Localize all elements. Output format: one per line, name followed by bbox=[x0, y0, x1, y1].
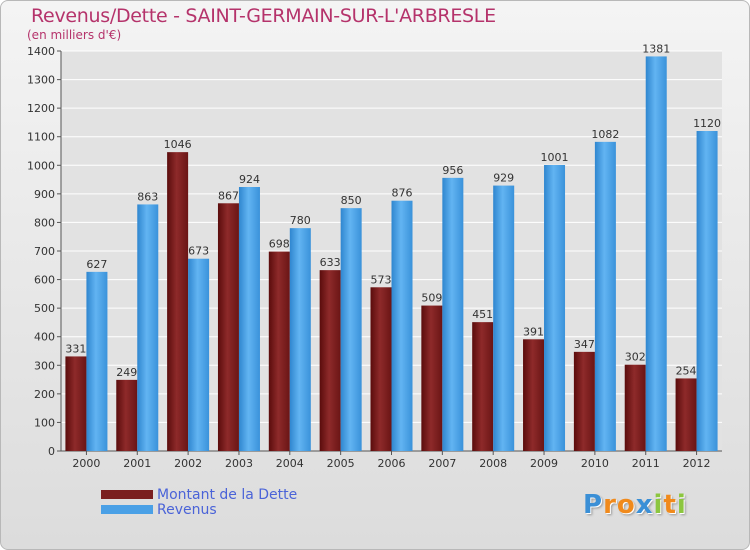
bar-revenus bbox=[696, 131, 718, 451]
bar-revenus bbox=[594, 141, 616, 451]
logo-letter: o bbox=[616, 490, 636, 520]
bar-dette bbox=[370, 287, 392, 451]
y-tick-label: 1200 bbox=[27, 102, 55, 115]
bar-revenus bbox=[340, 208, 362, 451]
data-label-revenus: 673 bbox=[188, 245, 209, 258]
bar-dette bbox=[268, 251, 290, 451]
x-tick-label: 2007 bbox=[428, 457, 456, 470]
data-label-dette: 254 bbox=[676, 364, 697, 377]
legend-item-revenus: Revenus bbox=[101, 501, 297, 518]
legend-swatch-revenus bbox=[101, 505, 153, 514]
bar-revenus bbox=[137, 204, 159, 451]
y-tick-label: 400 bbox=[34, 331, 55, 344]
x-tick-label: 2006 bbox=[378, 457, 406, 470]
bar-revenus bbox=[238, 187, 260, 451]
data-label-dette: 451 bbox=[472, 308, 493, 321]
y-tick-label: 1000 bbox=[27, 159, 55, 172]
data-label-dette: 867 bbox=[218, 189, 239, 202]
bar-dette bbox=[624, 364, 646, 451]
bar-dette bbox=[573, 351, 595, 451]
x-tick-label: 2009 bbox=[530, 457, 558, 470]
y-tick-label: 0 bbox=[48, 445, 55, 458]
x-tick-label: 2003 bbox=[225, 457, 253, 470]
data-label-revenus: 956 bbox=[442, 164, 463, 177]
y-tick-label: 300 bbox=[34, 359, 55, 372]
x-tick-label: 2004 bbox=[276, 457, 304, 470]
x-tick-label: 2005 bbox=[327, 457, 355, 470]
data-label-revenus: 1120 bbox=[693, 117, 721, 130]
y-tick-label: 600 bbox=[34, 274, 55, 287]
bar-dette bbox=[675, 378, 697, 451]
data-label-revenus: 780 bbox=[290, 214, 311, 227]
bar-revenus bbox=[188, 258, 210, 451]
data-label-dette: 331 bbox=[65, 342, 86, 355]
data-label-revenus: 1001 bbox=[541, 151, 569, 164]
data-label-revenus: 850 bbox=[341, 194, 362, 207]
x-tick-label: 2008 bbox=[479, 457, 507, 470]
bar-revenus bbox=[442, 177, 464, 451]
bar-dette bbox=[472, 322, 494, 451]
y-tick-label: 800 bbox=[34, 216, 55, 229]
data-label-revenus: 1381 bbox=[642, 42, 670, 55]
y-tick-label: 700 bbox=[34, 245, 55, 258]
y-tick-label: 1300 bbox=[27, 74, 55, 87]
x-tick-label: 2001 bbox=[123, 457, 151, 470]
data-label-dette: 391 bbox=[523, 325, 544, 338]
data-label-dette: 302 bbox=[625, 351, 646, 364]
bar-dette bbox=[116, 379, 138, 451]
data-label-dette: 1046 bbox=[164, 138, 192, 151]
bar-dette bbox=[217, 203, 239, 451]
y-tick-label: 200 bbox=[34, 388, 55, 401]
bar-dette bbox=[65, 356, 87, 451]
chart-title: Revenus/Dette - SAINT-GERMAIN-SUR-L'ARBR… bbox=[31, 5, 496, 27]
y-tick-label: 1400 bbox=[27, 45, 55, 58]
x-tick-label: 2002 bbox=[174, 457, 202, 470]
x-tick-label: 2012 bbox=[683, 457, 711, 470]
bar-dette bbox=[167, 152, 189, 451]
logo-letter: x bbox=[635, 490, 654, 520]
data-label-dette: 509 bbox=[421, 292, 442, 305]
data-label-dette: 573 bbox=[371, 273, 392, 286]
x-tick-label: 2011 bbox=[632, 457, 660, 470]
bar-dette bbox=[421, 305, 443, 451]
y-tick-label: 900 bbox=[34, 188, 55, 201]
y-tick-label: 1100 bbox=[27, 131, 55, 144]
logo-letter: i bbox=[676, 490, 687, 520]
x-tick-label: 2010 bbox=[581, 457, 609, 470]
legend: Montant de la Dette Revenus bbox=[101, 486, 298, 518]
logo-letter: t bbox=[663, 490, 677, 520]
legend-label-dette: Montant de la Dette bbox=[157, 486, 298, 503]
bar-revenus bbox=[645, 56, 667, 452]
x-tick-label: 2000 bbox=[72, 457, 100, 470]
bar-dette bbox=[523, 339, 545, 451]
legend-item-dette: Montant de la Dette bbox=[101, 486, 298, 503]
bar-revenus bbox=[493, 185, 515, 452]
logo-letter: r bbox=[603, 490, 617, 520]
bar-revenus bbox=[289, 228, 311, 451]
bar-revenus bbox=[391, 200, 413, 451]
data-label-revenus: 929 bbox=[493, 172, 514, 185]
chart-subtitle: (en milliers d'€) bbox=[27, 28, 122, 42]
bar-dette bbox=[319, 270, 341, 451]
logo-letter: i bbox=[653, 490, 664, 520]
y-tick-label: 100 bbox=[34, 416, 55, 429]
data-label-dette: 347 bbox=[574, 338, 595, 351]
data-label-dette: 249 bbox=[116, 366, 137, 379]
data-label-dette: 633 bbox=[320, 256, 341, 269]
data-label-dette: 698 bbox=[269, 238, 290, 251]
data-label-revenus: 1082 bbox=[591, 128, 619, 141]
data-label-revenus: 863 bbox=[137, 190, 158, 203]
data-label-revenus: 627 bbox=[86, 258, 107, 271]
logo-letter: P bbox=[583, 490, 604, 520]
y-tick-label: 500 bbox=[34, 302, 55, 315]
data-label-revenus: 876 bbox=[392, 187, 413, 200]
bar-revenus bbox=[86, 271, 108, 451]
legend-label-revenus: Revenus bbox=[157, 501, 217, 518]
proxiti-logo: Proxiti bbox=[583, 490, 687, 520]
bar-revenus bbox=[544, 165, 566, 451]
data-label-revenus: 924 bbox=[239, 173, 260, 186]
legend-swatch-dette bbox=[101, 490, 153, 499]
